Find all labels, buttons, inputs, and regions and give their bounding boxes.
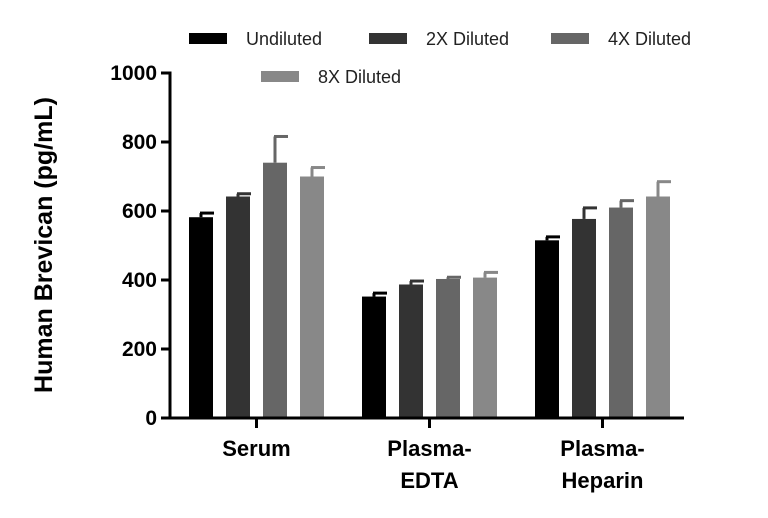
y-axis-title: Human Brevican (pg/mL) [30, 97, 58, 393]
bar [646, 196, 670, 418]
category-label: Plasma- [560, 436, 644, 461]
category-labels: Serum Plasma- EDTA Plasma- Heparin [222, 418, 645, 493]
y-axis [168, 71, 684, 420]
legend-swatch [261, 71, 299, 82]
bar [189, 217, 213, 418]
bar [399, 284, 423, 418]
bar [436, 278, 460, 418]
y-tick-label: 200 [122, 338, 157, 361]
bar [609, 207, 633, 418]
legend-label: Undiluted [246, 29, 322, 49]
legend-label: 2X Diluted [426, 29, 509, 49]
legend-swatch [551, 33, 589, 44]
legend-swatch [189, 33, 227, 44]
y-tick-label: 1000 [110, 62, 157, 85]
y-ticks: 0 200 400 600 800 1000 [110, 62, 170, 430]
bar [572, 218, 596, 418]
category-label: Serum [222, 436, 290, 461]
y-tick-label: 600 [122, 200, 157, 223]
bar [226, 196, 250, 418]
y-tick-label: 0 [145, 407, 157, 430]
legend-label: 8X Diluted [318, 67, 401, 87]
legend: Undiluted 2X Diluted 4X Diluted 8X Diluted [189, 29, 691, 87]
bar [362, 296, 386, 418]
category-label: EDTA [400, 468, 458, 493]
y-tick-label: 400 [122, 269, 157, 292]
legend-swatch [369, 33, 407, 44]
legend-label: 4X Diluted [608, 29, 691, 49]
category-label: Plasma- [387, 436, 471, 461]
bar [535, 240, 559, 418]
bar [263, 162, 287, 418]
bar [300, 176, 324, 418]
category-label: Heparin [562, 468, 644, 493]
bars-layer [189, 134, 671, 418]
bar [473, 277, 497, 418]
y-tick-label: 800 [122, 131, 157, 154]
